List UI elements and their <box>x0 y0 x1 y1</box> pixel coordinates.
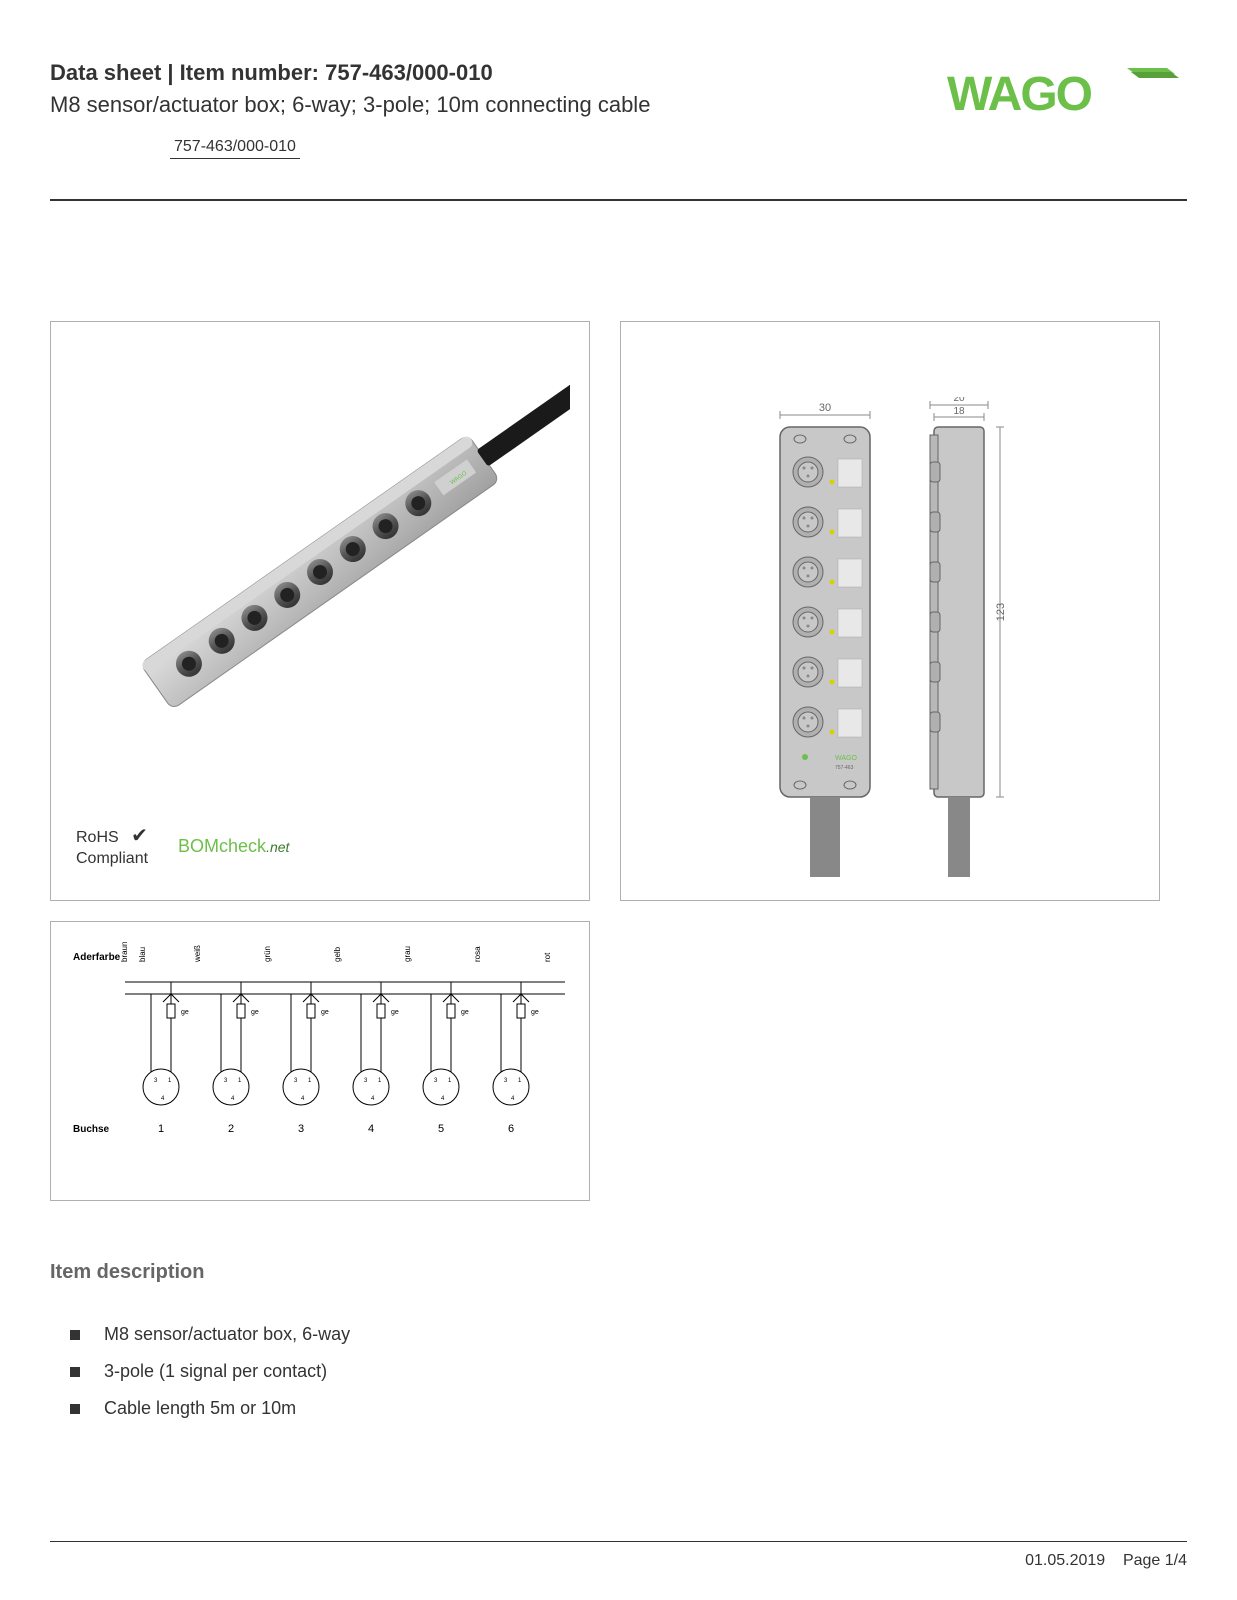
svg-text:757-463: 757-463 <box>835 765 854 771</box>
header-left: Data sheet | Item number: 757-463/000-01… <box>50 60 947 159</box>
svg-text:ge: ge <box>391 1009 399 1016</box>
footer-page: Page 1/4 <box>1123 1552 1187 1569</box>
item-number-badge: 757-463/000-010 <box>170 136 300 159</box>
bullet-item: M8 sensor/actuator box, 6-way <box>70 1324 1187 1345</box>
dim-side-inner: 18 <box>953 406 965 417</box>
title-line1: Data sheet | Item number: 757-463/000-01… <box>50 60 947 86</box>
page-footer: 01.05.2019 Page 1/4 <box>50 1541 1187 1570</box>
product-photo-panel: WAGO RoHS ✔ Compliant BOMcheck.net <box>50 321 590 901</box>
svg-text:1: 1 <box>448 1078 452 1084</box>
svg-text:4: 4 <box>161 1096 165 1102</box>
dim-width-front: 30 <box>819 402 831 414</box>
wago-logo: WAGO <box>947 60 1187 120</box>
svg-text:3: 3 <box>504 1078 508 1084</box>
svg-text:3: 3 <box>364 1078 368 1084</box>
svg-text:ge: ge <box>181 1009 189 1016</box>
svg-text:1: 1 <box>378 1078 382 1084</box>
svg-text:1: 1 <box>238 1078 242 1084</box>
product-photo: WAGO <box>70 337 570 807</box>
svg-text:4: 4 <box>371 1096 375 1102</box>
svg-text:1: 1 <box>518 1078 522 1084</box>
svg-text:3: 3 <box>154 1078 158 1084</box>
svg-text:3: 3 <box>224 1078 228 1084</box>
dim-side-outer: 20 <box>953 397 965 404</box>
svg-text:3: 3 <box>298 1123 304 1135</box>
images-row: WAGO RoHS ✔ Compliant BOMcheck.net <box>50 321 1187 901</box>
svg-text:4: 4 <box>441 1096 445 1102</box>
rohs-compliant: Compliant <box>76 850 148 867</box>
footer-date: 01.05.2019 <box>1025 1552 1105 1569</box>
check-icon: ✔ <box>131 825 148 847</box>
header: Data sheet | Item number: 757-463/000-01… <box>50 60 1187 201</box>
section-title: Item description <box>50 1261 1187 1284</box>
bomcheck-badge: BOMcheck.net <box>178 836 289 857</box>
svg-text:ge: ge <box>461 1009 469 1016</box>
technical-drawing: 30 <box>720 397 1060 877</box>
svg-text:2: 2 <box>228 1123 234 1135</box>
rohs-badge: RoHS ✔ Compliant <box>76 823 148 870</box>
bullet-item: 3-pole (1 signal per contact) <box>70 1361 1187 1382</box>
svg-text:3: 3 <box>294 1078 298 1084</box>
svg-text:4: 4 <box>301 1096 305 1102</box>
schematic-panel: Aderfarbe Buchse braun blau weiß grün ge… <box>50 921 590 1201</box>
compliance-badges: RoHS ✔ Compliant BOMcheck.net <box>76 823 289 870</box>
item-description-section: Item description M8 sensor/actuator box,… <box>50 1261 1187 1419</box>
svg-text:ge: ge <box>321 1009 329 1016</box>
svg-text:4: 4 <box>231 1096 235 1102</box>
svg-text:WAGO: WAGO <box>947 68 1092 120</box>
svg-text:WAGO: WAGO <box>835 755 857 762</box>
svg-text:4: 4 <box>511 1096 515 1102</box>
bullet-item: Cable length 5m or 10m <box>70 1398 1187 1419</box>
svg-text:3: 3 <box>434 1078 438 1084</box>
svg-text:6: 6 <box>508 1123 514 1135</box>
title-line2: M8 sensor/actuator box; 6-way; 3-pole; 1… <box>50 92 947 118</box>
rohs-text: RoHS <box>76 829 119 846</box>
svg-text:4: 4 <box>368 1123 374 1135</box>
technical-drawing-panel: 30 <box>620 321 1160 901</box>
svg-text:ge: ge <box>531 1009 539 1016</box>
dim-height: 123 <box>995 603 1007 621</box>
svg-text:1: 1 <box>168 1078 172 1084</box>
svg-text:ge: ge <box>251 1009 259 1016</box>
schematic-overlay: ge 3 1 4 1 ge 3 1 4 2 ge 3 1 4 3 <box>61 932 571 1187</box>
svg-text:5: 5 <box>438 1123 444 1135</box>
description-bullets: M8 sensor/actuator box, 6-way 3-pole (1 … <box>50 1324 1187 1419</box>
bomcheck-suffix: .net <box>266 839 289 855</box>
svg-text:1: 1 <box>308 1078 312 1084</box>
bomcheck-text: BOMcheck <box>178 836 266 856</box>
svg-text:1: 1 <box>158 1123 164 1135</box>
